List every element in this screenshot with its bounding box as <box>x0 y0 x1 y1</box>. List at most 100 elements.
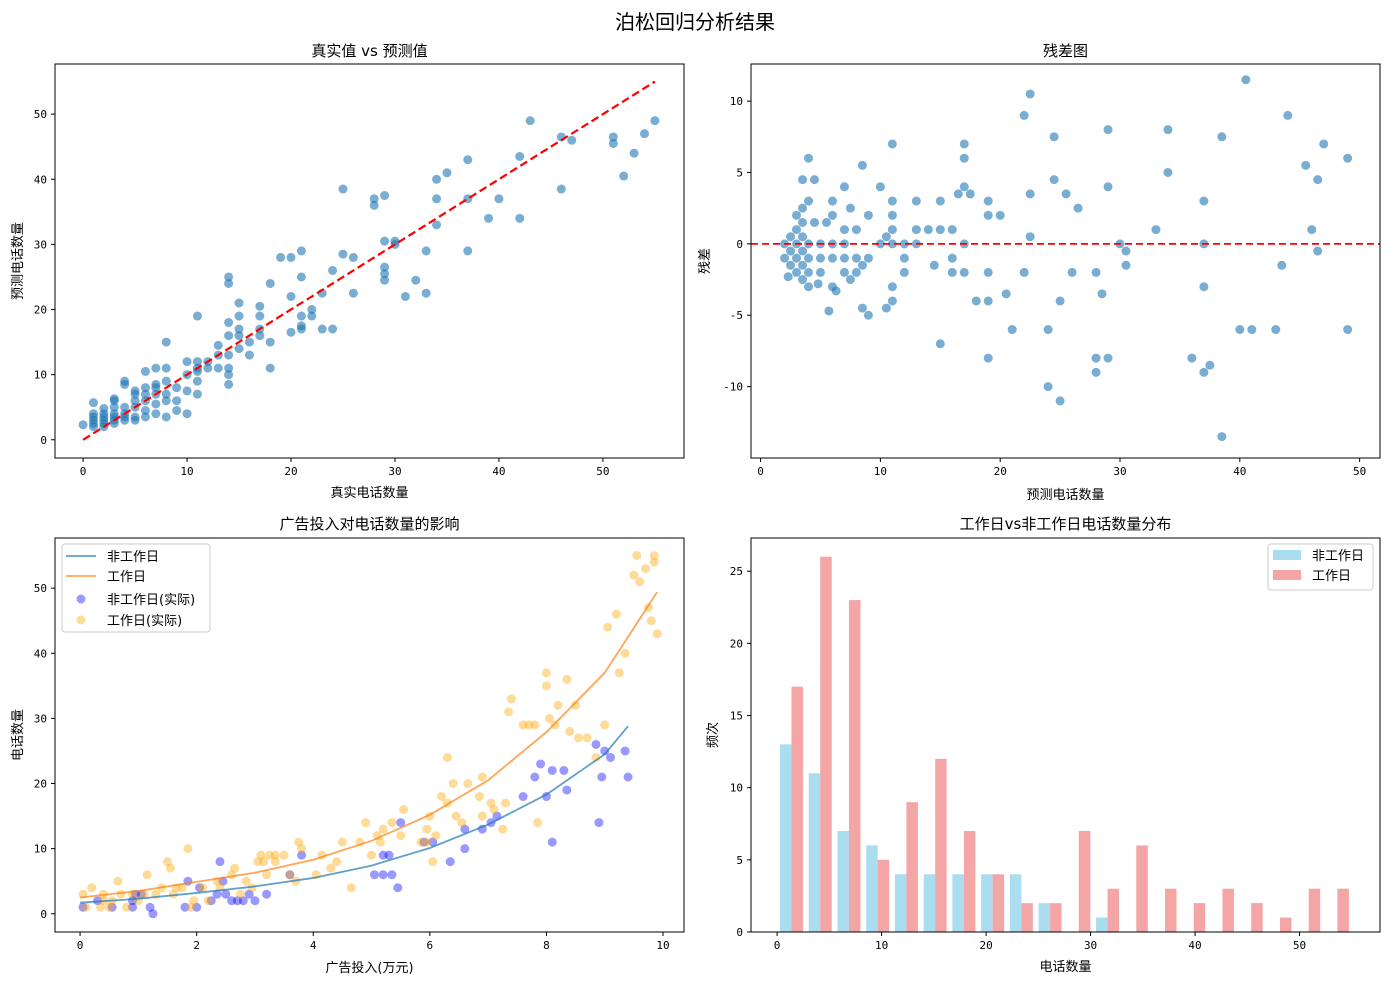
non-workday-point <box>250 896 260 906</box>
non-workday-point <box>384 850 394 860</box>
data-point <box>120 402 130 412</box>
workday-point <box>442 752 452 762</box>
data-point <box>380 275 390 285</box>
residual-point <box>887 225 897 235</box>
residual-point <box>804 253 814 263</box>
residual-point <box>857 303 867 313</box>
workday-point <box>562 674 572 684</box>
workday-point <box>253 857 263 867</box>
x-tick-label: 50 <box>1353 465 1366 478</box>
residual-point <box>798 175 808 185</box>
y-tick-label: 30 <box>34 238 47 251</box>
data-point <box>380 191 390 201</box>
workday-bar <box>877 859 890 932</box>
workday-point <box>489 805 499 815</box>
residual-point <box>1091 353 1101 363</box>
data-point <box>224 278 234 288</box>
legend-swatch <box>1273 550 1301 560</box>
residual-point <box>798 246 808 256</box>
non-workday-point <box>594 818 604 828</box>
non-workday-point <box>620 746 630 756</box>
residual-point <box>792 253 802 263</box>
workday-point <box>378 824 388 834</box>
workday-point <box>486 798 496 808</box>
workday-point <box>163 857 173 867</box>
data-point <box>182 386 192 396</box>
data-point <box>161 376 171 386</box>
non-workday-point <box>460 824 470 834</box>
data-point <box>172 396 182 406</box>
residual-point <box>929 260 939 270</box>
data-point <box>556 184 566 194</box>
residual-point <box>1025 189 1035 199</box>
workday-point <box>506 694 516 704</box>
data-point <box>348 288 358 298</box>
legend-swatch-marker <box>76 615 86 625</box>
x-tick-label: 10 <box>875 939 888 952</box>
x-tick-label: 40 <box>492 465 505 478</box>
x-tick-label: 0 <box>77 939 84 952</box>
residual-point <box>875 182 885 192</box>
workday-point <box>122 902 132 912</box>
figure-suptitle: 泊松回归分析结果 <box>615 10 775 34</box>
x-tick-label: 50 <box>596 465 609 478</box>
data-point <box>338 249 348 259</box>
panel-title: 广告投入对电话数量的影响 <box>279 515 459 533</box>
non-workday-point <box>369 870 379 880</box>
data-point <box>639 129 649 139</box>
workday-point <box>247 883 257 893</box>
data-point <box>515 213 525 223</box>
residual-point <box>1313 175 1323 185</box>
residual-point <box>1217 432 1227 442</box>
panel-title: 残差图 <box>1043 42 1088 60</box>
workday-point <box>457 818 467 828</box>
workday-point <box>565 726 575 736</box>
workday-bar <box>1078 830 1091 932</box>
residual-point <box>935 339 945 349</box>
data-point <box>286 327 296 337</box>
x-tick-label: 20 <box>994 465 1007 478</box>
residual-point <box>1049 132 1059 142</box>
workday-point <box>632 551 642 561</box>
non-workday-bar <box>981 874 993 932</box>
residual-point <box>899 267 909 277</box>
residual-point <box>881 303 891 313</box>
workday-point <box>422 824 432 834</box>
x-tick-label: 0 <box>80 465 87 478</box>
non-workday-point <box>536 759 546 769</box>
residual-point <box>839 253 849 263</box>
non-workday-point <box>378 870 388 880</box>
non-workday-point <box>285 870 295 880</box>
residual-point <box>1217 132 1227 142</box>
y-tick-label: 20 <box>34 778 47 791</box>
workday-bar <box>1165 888 1177 932</box>
data-point <box>421 288 431 298</box>
residual-point <box>881 232 891 242</box>
workday-point <box>571 700 581 710</box>
workday-point <box>448 779 458 789</box>
data-point <box>203 363 213 373</box>
data-point <box>234 324 244 334</box>
workday-point <box>81 902 91 912</box>
workday-point <box>530 720 540 730</box>
residual-point <box>839 267 849 277</box>
workday-bar <box>1251 903 1263 932</box>
workday-bar <box>963 830 976 932</box>
data-point <box>224 318 234 328</box>
data-point <box>151 363 161 373</box>
residual-point <box>792 267 802 277</box>
data-point <box>494 194 504 204</box>
workday-point <box>256 850 266 860</box>
non-workday-point <box>195 883 205 893</box>
workday-point <box>297 844 307 854</box>
non-workday-bar <box>952 874 964 932</box>
panel-histogram: 工作日vs非工作日电话数量分布 电话数量 频次 0 10 20 30 40 50 0 5 10 1… <box>705 515 1381 975</box>
workday-point <box>611 609 621 619</box>
y-tick-label: -5 <box>730 309 743 322</box>
legend-swatch <box>1273 570 1301 580</box>
workday-bar <box>820 556 832 932</box>
x-tick-label: 30 <box>1084 939 1097 952</box>
legend-label: 非工作日 <box>1312 549 1364 564</box>
axes-frame <box>750 537 1381 933</box>
